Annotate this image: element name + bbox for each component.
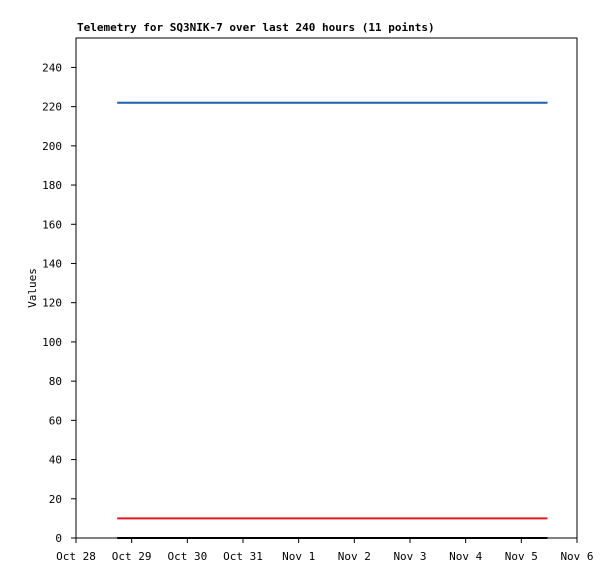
x-tick-label: Oct 28 [56,550,96,563]
x-tick-label: Nov 2 [338,550,371,563]
y-tick-label: 40 [49,454,62,467]
x-tick-label: Nov 4 [449,550,482,563]
y-tick-label: 160 [42,218,62,231]
y-tick-label: 180 [42,179,62,192]
x-tick-label: Nov 1 [282,550,315,563]
y-axis-label: Values [26,268,39,308]
y-tick-label: 60 [49,414,62,427]
x-tick-label: Oct 31 [223,550,263,563]
y-tick-label: 0 [55,532,62,545]
y-tick-label: 120 [42,297,62,310]
x-tick-label: Oct 30 [167,550,207,563]
plot-frame [75,37,578,539]
x-tick-label: Nov 6 [560,550,593,563]
y-tick-label: 100 [42,336,62,349]
y-tick-label: 240 [42,61,62,74]
chart-title: Telemetry for SQ3NIK-7 over last 240 hou… [77,21,435,34]
x-tick-label: Nov 3 [393,550,426,563]
x-tick-label: Oct 29 [112,550,152,563]
y-tick-label: 20 [49,493,62,506]
y-tick-label: 220 [42,101,62,114]
x-tick-label: Nov 5 [505,550,538,563]
y-tick-label: 80 [49,375,62,388]
y-tick-label: 200 [42,140,62,153]
y-tick-label: 140 [42,257,62,270]
